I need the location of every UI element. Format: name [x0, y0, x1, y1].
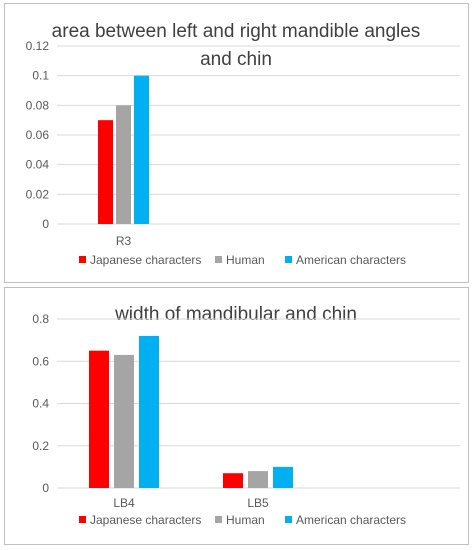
bar-human	[248, 471, 268, 488]
chart-title-line: and chin	[200, 49, 272, 70]
bar-japanese	[89, 350, 109, 488]
y-tick-label: 0.1	[32, 69, 49, 83]
y-tick-label: 0.02	[26, 187, 50, 201]
chart-title-line: area between left and right mandible ang…	[52, 21, 421, 42]
category-label: LB4	[113, 496, 135, 510]
bar-american	[139, 335, 159, 488]
category-label: LB5	[247, 496, 269, 510]
chart-panel-area: area between left and right mandible ang…	[4, 3, 469, 283]
chart-panel-width: width of mandibular and chin 0 0.2 0.4 0.6 0.…	[4, 287, 469, 545]
y-tick-label: 0.4	[32, 397, 49, 411]
legend-label: Human	[226, 513, 265, 527]
bar-human	[116, 105, 131, 224]
category-label: R3	[116, 234, 132, 248]
legend-label: American characters	[296, 513, 406, 527]
y-tick-label: 0.8	[32, 312, 49, 326]
legend-label: Human	[226, 253, 265, 267]
y-tick-label: 0.12	[26, 39, 50, 53]
legend-swatch	[285, 256, 292, 263]
bar-japanese	[223, 473, 243, 488]
legend-swatch	[215, 256, 222, 263]
width-chart-svg: width of mandibular and chin 0 0.2 0.4 0.6 0.…	[32, 304, 460, 527]
legend-swatch	[215, 516, 222, 523]
y-tick-label: 0.2	[32, 439, 49, 453]
y-tick-label: 0.06	[26, 128, 50, 142]
legend-swatch	[285, 516, 292, 523]
y-tick-label: 0	[42, 217, 49, 231]
y-tick-label: 0	[42, 481, 49, 495]
area-chart-svg: area between left and right mandible ang…	[26, 21, 460, 267]
bar-american	[273, 466, 293, 488]
legend-label: American characters	[296, 253, 406, 267]
y-tick-label: 0.6	[32, 354, 49, 368]
legend-label: Japanese characters	[90, 253, 201, 267]
chart-title-line: width of mandibular and chin	[114, 304, 357, 325]
bar-japanese	[98, 120, 113, 224]
y-tick-label: 0.04	[26, 158, 50, 172]
y-tick-label: 0.08	[26, 98, 50, 112]
bar-american	[134, 75, 149, 225]
legend-swatch	[79, 256, 86, 263]
legend-label: Japanese characters	[90, 513, 201, 527]
legend-swatch	[79, 516, 86, 523]
bar-human	[114, 354, 134, 488]
